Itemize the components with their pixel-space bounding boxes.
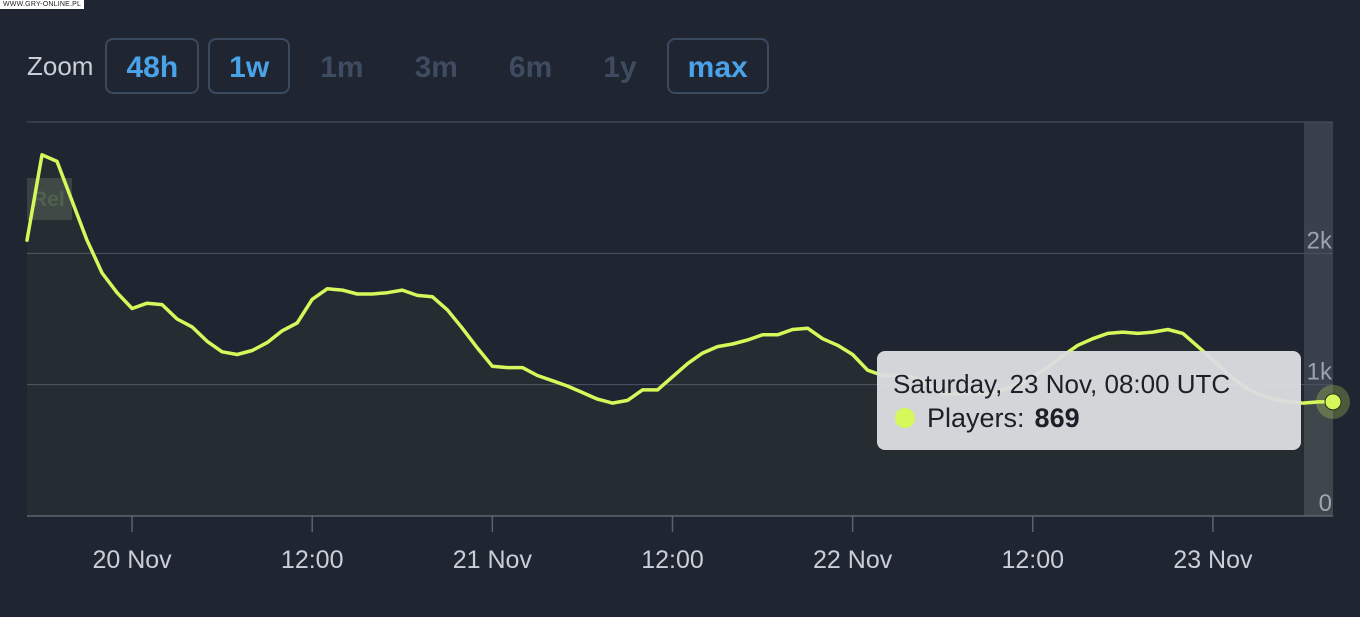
zoom-48h-button[interactable]: 48h: [105, 38, 200, 94]
zoom-bar: Zoom 48h 1w 1m 3m 6m 1y max: [27, 38, 778, 94]
zoom-6m-button[interactable]: 6m: [508, 51, 553, 84]
x-tick-label: 23 Nov: [1173, 546, 1253, 574]
chart-tooltip: Saturday, 23 Nov, 08:00 UTC Players: 869: [877, 351, 1301, 450]
y-tick-label: 1k: [1307, 359, 1333, 386]
series-line: [25, 153, 1335, 405]
tooltip-series-label: Players:: [927, 403, 1025, 433]
y-tick-label: 2k: [1307, 227, 1333, 254]
hover-point: [1324, 393, 1342, 411]
tooltip-value: 869: [1034, 403, 1080, 433]
watermark: WWW.GRY-ONLINE.PL: [0, 0, 85, 9]
y-tick-label: 0: [1319, 490, 1332, 517]
zoom-1m-button[interactable]: 1m: [320, 51, 364, 84]
zoom-max-button[interactable]: max: [666, 38, 769, 94]
x-tick-label: 12:00: [641, 546, 704, 574]
zoom-label: Zoom: [27, 50, 94, 81]
navigator-strip: [1304, 122, 1333, 516]
x-tick-label: 20 Nov: [92, 546, 172, 574]
series-area: [27, 154, 1333, 517]
series-dot-icon: [895, 408, 915, 428]
x-tick-label: 21 Nov: [453, 546, 533, 574]
x-tick-label: 12:00: [281, 546, 344, 574]
x-tick-label: 22 Nov: [813, 546, 893, 574]
tooltip-title: Saturday, 23 Nov, 08:00 UTC: [893, 369, 1231, 399]
zoom-1y-button[interactable]: 1y: [603, 51, 637, 84]
event-marker-label: Rel: [32, 188, 65, 211]
tooltip-row: Players: 869: [893, 401, 1285, 435]
zoom-1w-button[interactable]: 1w: [208, 38, 291, 94]
zoom-3m-button[interactable]: 3m: [414, 51, 458, 84]
x-tick-label: 12:00: [1001, 546, 1064, 574]
